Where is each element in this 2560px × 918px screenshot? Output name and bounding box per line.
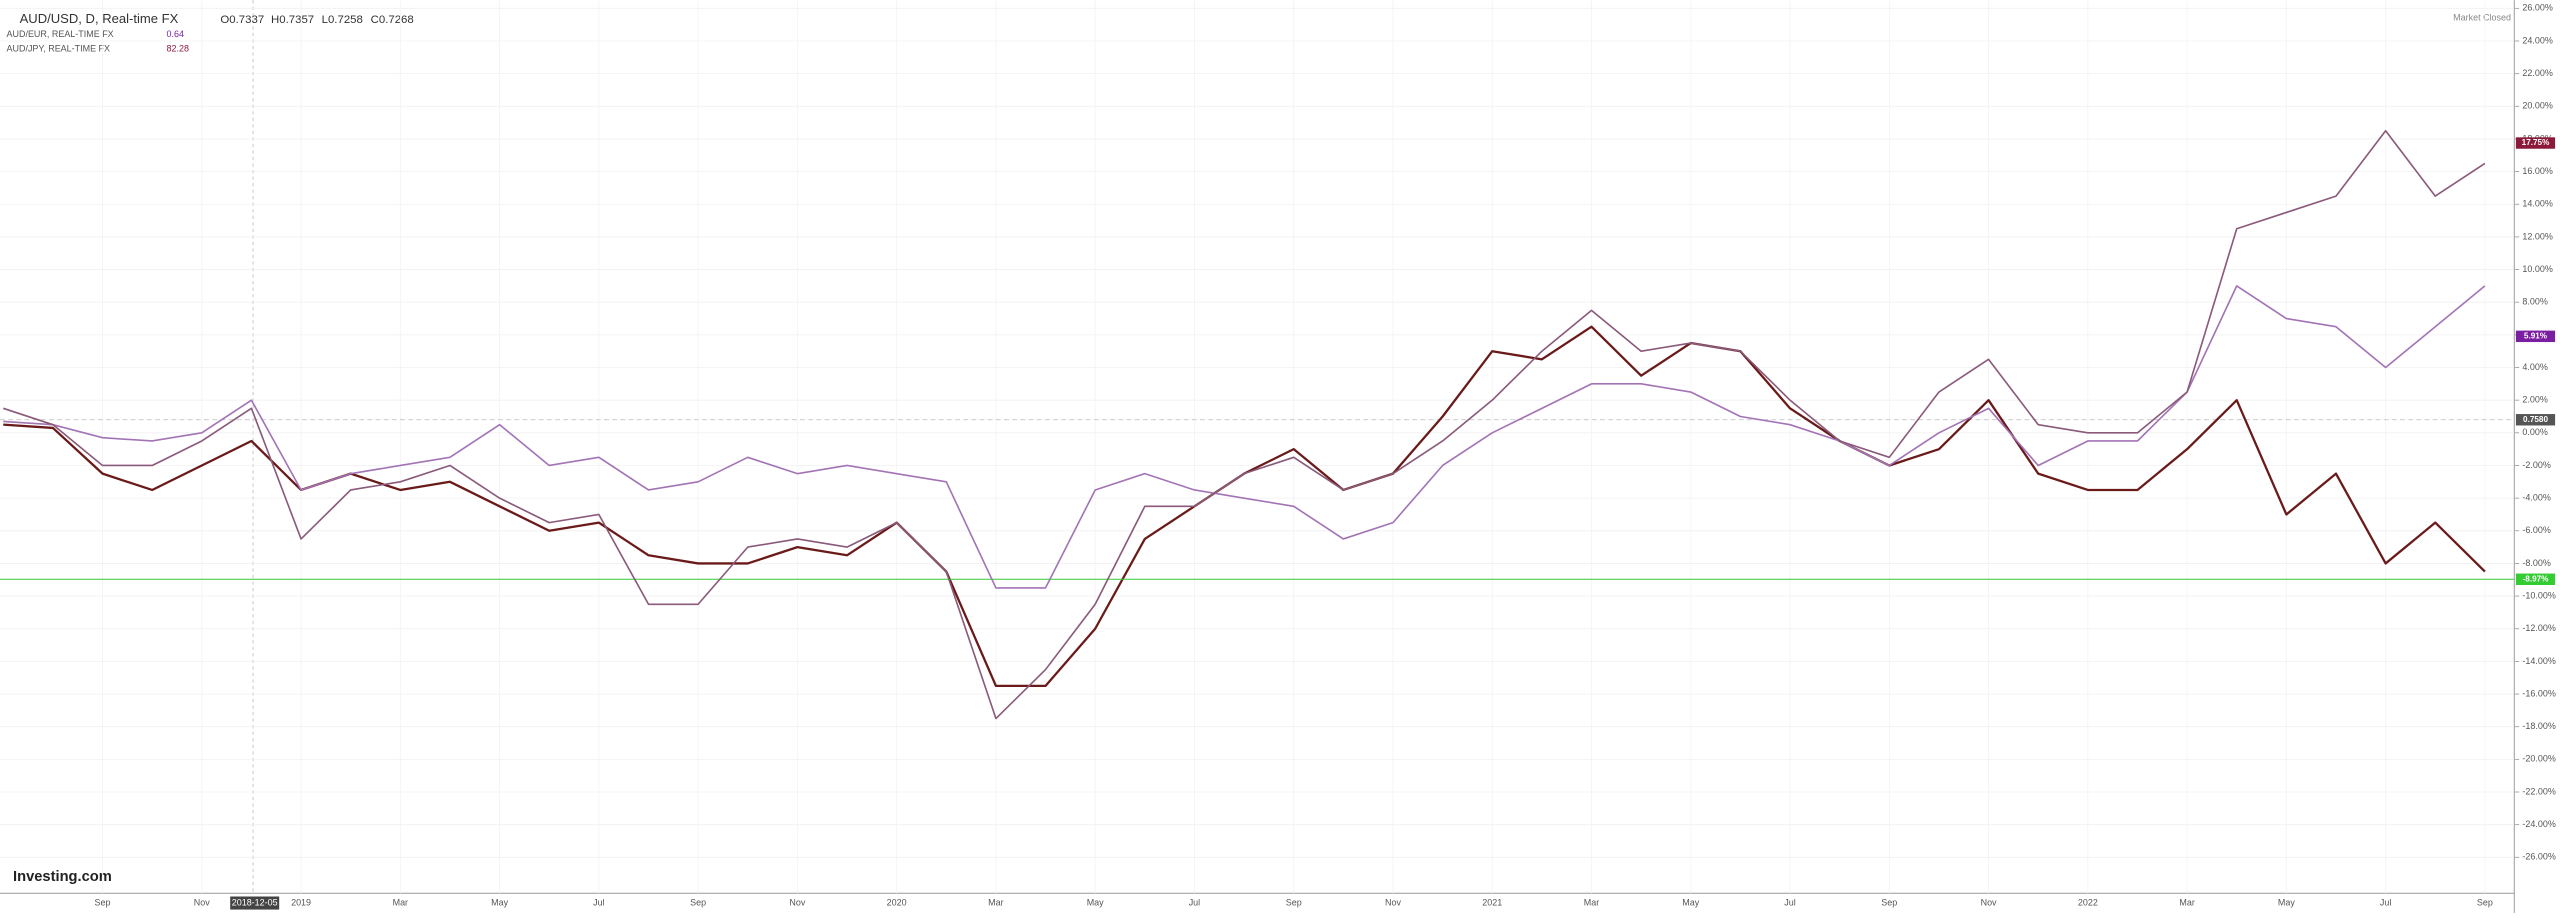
- y-tick-label: -18.00%: [2522, 721, 2555, 731]
- x-tick-label: Mar: [2179, 897, 2194, 907]
- last-value-label: 17.75%: [2522, 138, 2550, 147]
- series-legend: AUD/JPY, REAL-TIME FX: [7, 44, 111, 54]
- legend-value: 82.28: [167, 44, 189, 54]
- y-tick-label: -16.00%: [2522, 688, 2555, 698]
- brand-logo: Investing.com: [13, 869, 112, 885]
- y-tick-label: -14.00%: [2522, 656, 2555, 666]
- market-status: Market Closed: [2453, 13, 2511, 23]
- ohlc-close: C0.7268: [371, 14, 414, 26]
- y-tick-label: -10.00%: [2522, 590, 2555, 600]
- y-tick-label: -8.00%: [2522, 558, 2550, 568]
- y-tick-label: -20.00%: [2522, 754, 2555, 764]
- y-tick-label: 12.00%: [2522, 231, 2552, 241]
- y-tick-label: 0.00%: [2522, 427, 2547, 437]
- y-tick-label: -26.00%: [2522, 852, 2555, 862]
- last-value-label: 5.91%: [2524, 331, 2548, 340]
- x-tick-label: May: [2278, 897, 2295, 907]
- last-value-badge: [2515, 330, 2556, 343]
- x-tick-label: Sep: [1881, 897, 1897, 907]
- y-tick-label: 4.00%: [2522, 362, 2547, 372]
- ohlc-high: H0.7357: [271, 14, 314, 26]
- y-tick-label: 14.00%: [2522, 199, 2552, 209]
- x-tick-label: 2020: [887, 897, 907, 907]
- x-tick-label: Jul: [593, 897, 604, 907]
- price-badge: [2515, 414, 2556, 426]
- x-tick-label: 2019: [291, 897, 311, 907]
- y-tick-label: -6.00%: [2522, 525, 2550, 535]
- y-tick-label: 8.00%: [2522, 297, 2547, 307]
- x-tick-label: Nov: [1385, 897, 1401, 907]
- y-tick-label: -22.00%: [2522, 786, 2555, 796]
- crosshair-label: 2018-12-05: [232, 897, 278, 907]
- x-tick-label: May: [1087, 897, 1104, 907]
- series-legend: AUD/EUR, REAL-TIME FX: [7, 29, 114, 39]
- x-tick-label: Sep: [690, 897, 706, 907]
- x-tick-label: Sep: [2477, 897, 2493, 907]
- y-tick-label: 22.00%: [2522, 68, 2552, 78]
- last-value-badge: [2515, 573, 2556, 585]
- y-tick-label: 10.00%: [2522, 264, 2552, 274]
- x-tick-label: Jul: [1784, 897, 1795, 907]
- x-tick-label: Jul: [2380, 897, 2391, 907]
- x-tick-label: May: [1682, 897, 1699, 907]
- last-value-label: -8.97%: [2523, 574, 2550, 583]
- y-tick-label: -2.00%: [2522, 460, 2550, 470]
- series-legend: AUD/USD, D, Real-time FX: [20, 11, 179, 26]
- x-tick-label: Jul: [1189, 897, 1200, 907]
- x-tick-label: May: [491, 897, 508, 907]
- x-tick-label: 2021: [1482, 897, 1502, 907]
- x-tick-label: Mar: [988, 897, 1003, 907]
- x-tick-label: Mar: [393, 897, 408, 907]
- price-badge-label: 0.7580: [2523, 415, 2548, 424]
- x-tick-label: 2022: [2078, 897, 2098, 907]
- y-tick-label: 26.00%: [2522, 3, 2552, 13]
- y-tick-label: 24.00%: [2522, 35, 2552, 45]
- y-tick-label: -4.00%: [2522, 493, 2550, 503]
- x-tick-label: Sep: [1286, 897, 1302, 907]
- ohlc-open: O0.7337: [220, 14, 264, 26]
- crosshair-label-bg: [230, 896, 280, 910]
- y-tick-label: -24.00%: [2522, 819, 2555, 829]
- y-tick-label: 20.00%: [2522, 101, 2552, 111]
- series-line: [3, 129, 2486, 720]
- last-value-badge: [2515, 137, 2556, 149]
- x-tick-label: Mar: [1584, 897, 1599, 907]
- x-tick-label: Nov: [789, 897, 805, 907]
- y-tick-label: 16.00%: [2522, 166, 2552, 176]
- x-tick-label: Sep: [95, 897, 111, 907]
- legend-value: 0.64: [167, 29, 184, 39]
- y-tick-label: -12.00%: [2522, 623, 2555, 633]
- series-line: [3, 285, 2486, 589]
- ohlc-low: L0.7258: [322, 14, 363, 26]
- x-tick-label: Nov: [1981, 897, 1997, 907]
- x-tick-label: Nov: [194, 897, 210, 907]
- y-tick-label: 2.00%: [2522, 395, 2547, 405]
